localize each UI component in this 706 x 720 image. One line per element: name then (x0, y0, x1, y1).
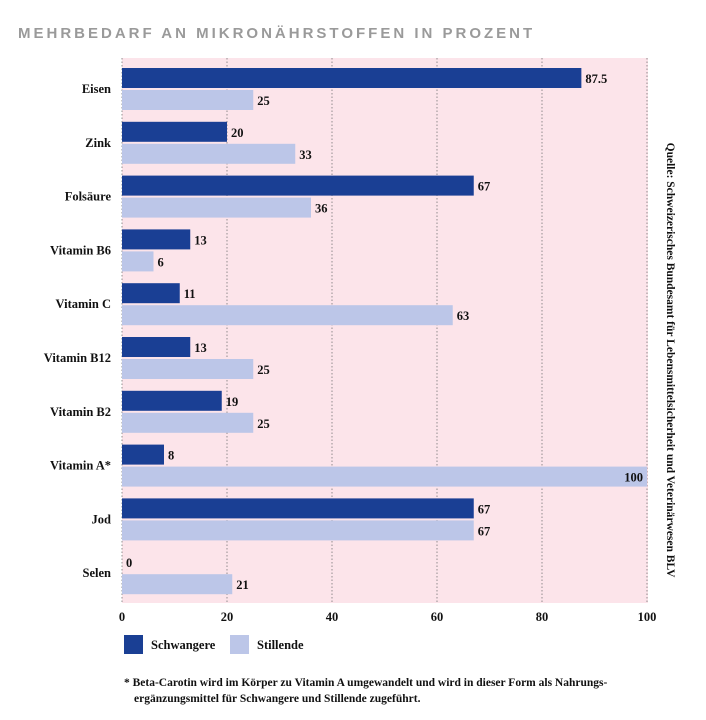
data-label: 21 (236, 578, 249, 592)
legend-label: Schwangere (151, 638, 216, 652)
x-tick-label: 80 (536, 610, 549, 624)
category-label: Vitamin A* (50, 459, 111, 473)
data-label: 19 (226, 395, 239, 409)
data-label: 13 (194, 233, 207, 247)
category-label: Vitamin C (56, 297, 111, 311)
bar-stillende (122, 466, 647, 487)
data-label: 63 (457, 309, 470, 323)
bar-schwangere (122, 390, 222, 411)
data-label: 67 (478, 524, 491, 538)
x-tick-label: 40 (326, 610, 339, 624)
source-text: Quelle: Schweizerisches Bundesamt für Le… (664, 143, 676, 578)
x-tick-label: 60 (431, 610, 444, 624)
category-label: Eisen (82, 82, 111, 96)
bar-schwangere (122, 498, 474, 519)
bar-schwangere (122, 229, 191, 250)
data-label: 0 (126, 556, 132, 570)
bar-schwangere (122, 121, 227, 142)
data-label: 100 (624, 471, 643, 485)
x-tick-label: 100 (638, 610, 657, 624)
footnote-line-1: * Beta-Carotin wird im Körper zu Vitamin… (124, 677, 608, 689)
category-label: Jod (92, 512, 112, 526)
category-label: Vitamin B2 (50, 405, 111, 419)
bar-stillende (122, 90, 254, 110)
data-label: 11 (184, 287, 196, 301)
data-label: 25 (257, 94, 270, 108)
x-tick-label: 0 (119, 610, 125, 624)
data-label: 87.5 (585, 72, 607, 86)
data-label: 20 (231, 126, 244, 140)
bar-schwangere (122, 444, 164, 465)
bar-stillende (122, 520, 474, 541)
bar-schwangere (122, 283, 180, 304)
data-label: 67 (478, 180, 491, 194)
bar-schwangere (122, 68, 582, 88)
data-label: 13 (194, 341, 207, 355)
legend-swatch-stillende (230, 635, 249, 654)
data-label: 67 (478, 502, 491, 516)
data-label: 25 (257, 417, 270, 431)
bar-stillende (122, 197, 311, 218)
data-label: 6 (158, 255, 164, 269)
bar-stillende (122, 359, 254, 379)
bar-stillende (122, 305, 453, 326)
bar-stillende (122, 412, 254, 433)
x-tick-label: 20 (221, 610, 234, 624)
data-label: 25 (257, 363, 270, 377)
footnote-line-2: ergänzungsmittel für Schwangere und Stil… (134, 693, 421, 705)
bar-stillende (122, 574, 233, 595)
chart-title: MEHRBEDARF AN MIKRONÄHRSTOFFEN IN PROZEN… (18, 25, 535, 42)
category-label: Selen (83, 566, 112, 580)
bar-schwangere (122, 175, 474, 196)
legend-label: Stillende (257, 638, 304, 652)
category-label: Folsäure (65, 190, 112, 204)
category-label: Vitamin B6 (50, 243, 111, 257)
data-label: 36 (315, 202, 328, 216)
bar-stillende (122, 251, 154, 272)
category-label: Zink (85, 136, 111, 150)
category-label: Vitamin B12 (44, 351, 111, 365)
data-label: 33 (299, 148, 312, 162)
data-label: 8 (168, 449, 174, 463)
bar-schwangere (122, 337, 191, 357)
bar-stillende (122, 143, 296, 164)
legend-swatch-schwangere (124, 635, 143, 654)
